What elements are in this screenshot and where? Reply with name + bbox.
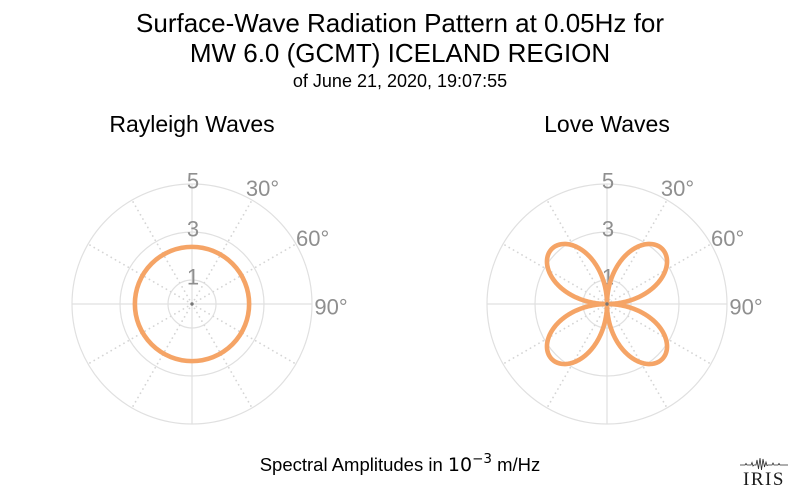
caption-prefix: Spectral Amplitudes in (259, 454, 448, 476)
r-tick-label: 3 (187, 217, 199, 242)
r-grid-circle (582, 279, 632, 329)
love-plot-title: Love Waves (544, 111, 670, 137)
title-line-2: MW 6.0 (GCMT) ICELAND REGION (189, 38, 611, 68)
r-grid-circle (486, 183, 728, 425)
seismogram-icon (740, 457, 788, 471)
units-caption: Spectral Amplitudes in 10−3 m/Hz (0, 451, 800, 477)
caption-base: 10 (447, 454, 473, 477)
iris-logo-text: IRIS (743, 469, 785, 490)
love-polar-plot: 135 30°60°90° (486, 169, 763, 425)
theta-tick-label: 90° (729, 295, 762, 320)
iris-logo: IRIS (735, 457, 793, 489)
r-tick-label: 5 (187, 169, 199, 194)
caption-exponent: −3 (472, 451, 492, 467)
theta-tick-label: 30° (246, 176, 279, 201)
radiation-pattern-curve (132, 244, 252, 364)
rayleigh-plot-title: Rayleigh Waves (109, 111, 275, 137)
center-dot (190, 302, 194, 306)
r-grid-circle (167, 279, 217, 329)
center-dot (605, 302, 609, 306)
caption-suffix: m/Hz (491, 454, 541, 476)
theta-tick-label: 60° (711, 226, 744, 251)
r-grid-circle (119, 231, 265, 377)
title-subtitle: of June 21, 2020, 19:07:55 (292, 71, 508, 91)
theta-tick-label: 30° (661, 176, 694, 201)
theta-tick-label: 60° (296, 226, 329, 251)
r-tick-label: 5 (602, 169, 614, 194)
r-tick-label: 1 (187, 265, 199, 290)
figure-title-block: Surface-Wave Radiation Pattern at 0.05Hz… (0, 8, 800, 92)
rayleigh-polar-plot: 1 3 5 30° 60° 90° (71, 169, 348, 425)
theta-tick-label: 90° (314, 295, 347, 320)
title-line-1: Surface-Wave Radiation Pattern at 0.05Hz… (136, 8, 664, 38)
r-grid-circle (71, 183, 313, 425)
r-grid-circle (534, 231, 680, 377)
r-tick-label: 3 (602, 217, 614, 242)
